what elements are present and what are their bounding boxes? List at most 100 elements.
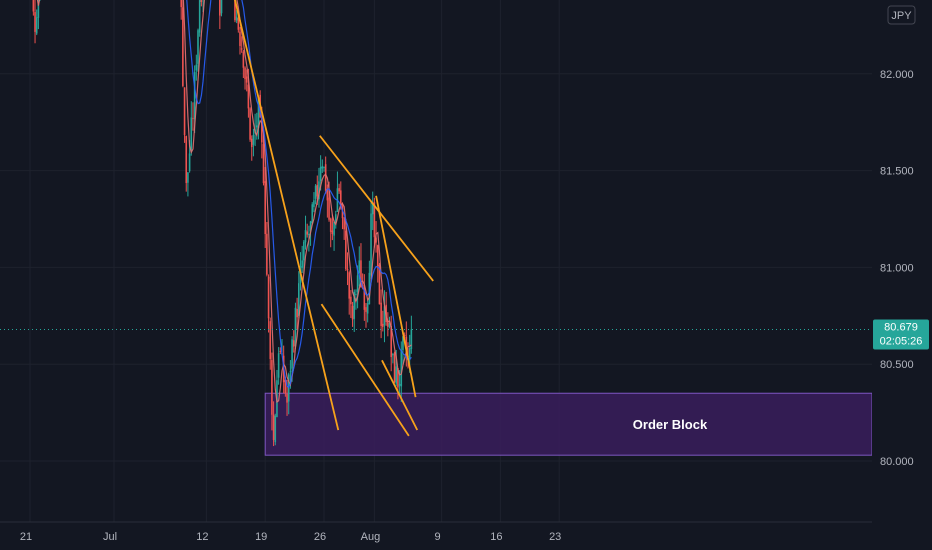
candle-body [298, 283, 300, 316]
trendline [234, 0, 340, 431]
candle-body [257, 97, 260, 129]
date-tick-label: 16 [490, 531, 502, 543]
candle-body [252, 134, 255, 145]
candle-body [408, 348, 411, 360]
candle-body [346, 268, 349, 270]
date-tick-label: 26 [314, 531, 326, 543]
candle-body [351, 305, 354, 320]
price-tick-label: 80.500 [880, 359, 914, 371]
candle-body [309, 221, 312, 232]
candle-body [343, 217, 345, 230]
candle-body [370, 213, 372, 276]
candle-body [313, 200, 315, 208]
candle-body [365, 307, 367, 312]
candle-body [271, 360, 273, 415]
candle-body [37, 0, 40, 18]
candle-body [355, 293, 357, 295]
trendline [381, 359, 419, 431]
candle-body [266, 233, 268, 275]
candle-body [324, 164, 327, 191]
candle-body [410, 329, 413, 350]
candle-body [328, 197, 330, 220]
candle-body [198, 0, 201, 33]
price-tick-label: 80.000 [880, 456, 914, 468]
candle-body [292, 340, 295, 347]
candle-body [234, 0, 236, 21]
candle-body [195, 64, 198, 71]
candle-body [387, 321, 389, 327]
candle-body [358, 260, 361, 274]
candle-body [311, 204, 314, 224]
candle-body [183, 87, 186, 136]
candle-body [348, 272, 350, 299]
candle-body [304, 230, 307, 243]
candle-body [272, 414, 275, 440]
price-tick-label: 81.000 [880, 262, 914, 274]
candle-body [366, 303, 369, 314]
candle-body [350, 296, 352, 305]
ma-slow-line [186, 0, 412, 389]
candle-body [375, 237, 377, 243]
candle-body [316, 185, 319, 197]
currency-badge[interactable] [887, 5, 916, 25]
candle-body [308, 233, 310, 236]
candle-body [185, 136, 188, 183]
moving-averages [36, 0, 412, 403]
candle-body [392, 354, 394, 356]
price-scale[interactable] [872, 0, 932, 550]
candle-body [376, 245, 379, 267]
candle-body [245, 76, 248, 83]
date-tick-label: 12 [196, 531, 208, 543]
candle-body [388, 323, 391, 327]
candle-body [353, 291, 356, 319]
candle-body [301, 260, 303, 268]
time-scale[interactable] [0, 522, 932, 550]
candle-body [345, 230, 347, 269]
candle-body [338, 188, 340, 192]
candle-body [323, 166, 325, 168]
date-tick-label: Jul [103, 531, 117, 543]
candle-body [363, 287, 366, 310]
candle-body [289, 371, 292, 373]
time-axis-labels: 21 Jul 12 19 26 Aug 9 16 23 [20, 531, 561, 543]
candle-body [382, 323, 384, 327]
candle-body [277, 353, 280, 378]
candle-body [190, 117, 193, 152]
candle-body [261, 118, 263, 143]
trendline [320, 303, 410, 437]
candle-body [390, 325, 392, 358]
candle-body [279, 351, 282, 353]
price-tick-label: 81.500 [880, 166, 914, 178]
date-tick-label: 23 [549, 531, 561, 543]
candle-body [262, 144, 265, 184]
candle-body [378, 264, 381, 305]
candle-body [371, 204, 374, 215]
candle-body [340, 190, 342, 207]
candle-body [182, 7, 184, 87]
candle-body [294, 307, 297, 347]
date-tick-label: Aug [361, 531, 381, 543]
candle-body [240, 48, 243, 50]
candle-body [397, 368, 399, 388]
candle-body [326, 189, 329, 201]
candle-body [356, 275, 359, 293]
trendline [319, 135, 434, 282]
candle-body [197, 30, 199, 64]
candle-body [188, 153, 191, 172]
candle-body [250, 138, 253, 147]
price-axis-labels: 79.50080.00080.50081.00081.50082.00082.5… [880, 69, 914, 468]
candle-body [334, 214, 337, 223]
candle-body [235, 16, 238, 21]
candle-body [402, 336, 404, 351]
candle-body [383, 306, 386, 326]
last-price-tag: 80.679 02:05:26 [873, 319, 929, 350]
trendlines [234, 0, 434, 437]
candle-body [249, 108, 251, 140]
candle-body [274, 415, 277, 443]
candle-body [193, 72, 196, 120]
order-block-zone [264, 392, 873, 456]
date-tick-label: 19 [255, 531, 267, 543]
candle-body [360, 260, 362, 288]
candle-body [286, 393, 288, 403]
